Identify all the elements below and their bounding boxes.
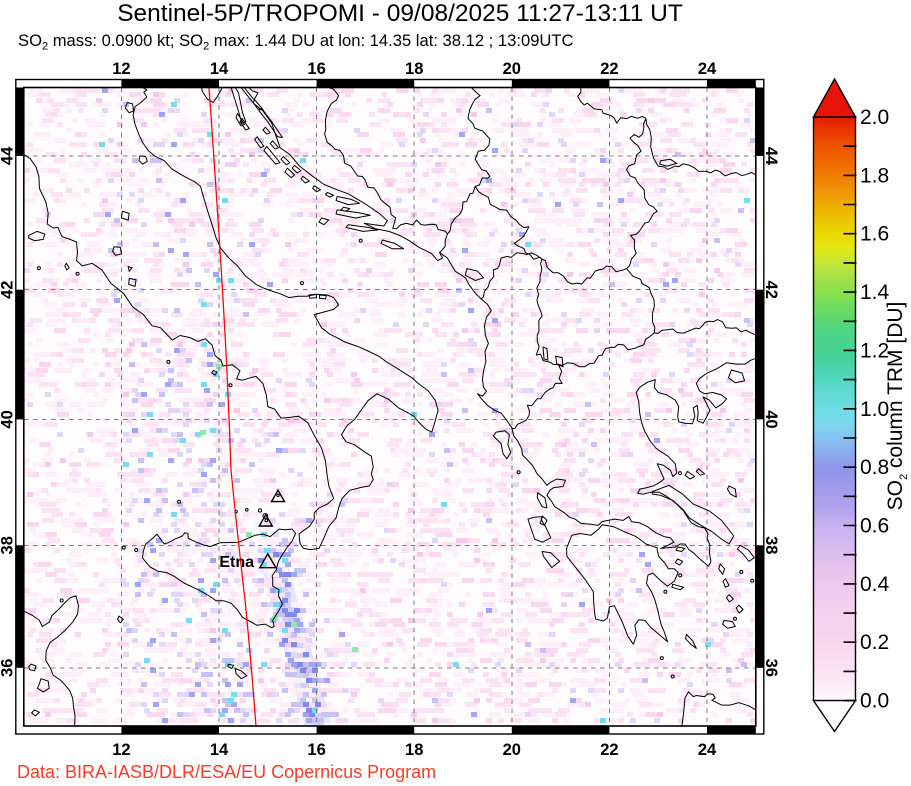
svg-text:40: 40 [762, 410, 780, 428]
svg-text:1.0: 1.0 [860, 398, 889, 421]
svg-text:1.2: 1.2 [860, 339, 889, 362]
svg-text:22: 22 [600, 741, 618, 759]
svg-text:Sentinel-5P/TROPOMI - 09/08/20: Sentinel-5P/TROPOMI - 09/08/2025 11:27-1… [117, 0, 683, 27]
svg-text:0.6: 0.6 [860, 515, 889, 538]
svg-text:22: 22 [600, 60, 618, 78]
svg-text:16: 16 [307, 60, 325, 78]
svg-text:36: 36 [762, 659, 780, 677]
svg-text:18: 18 [405, 60, 423, 78]
svg-text:0.0: 0.0 [860, 690, 889, 713]
svg-text:SO2 mass: 0.0900 kt; SO2 max:: SO2 mass: 0.0900 kt; SO2 max: 1.44 DU at… [18, 31, 574, 53]
svg-text:36: 36 [0, 659, 17, 677]
svg-text:38: 38 [0, 536, 17, 554]
svg-text:38: 38 [762, 536, 780, 554]
svg-text:20: 20 [503, 60, 521, 78]
svg-text:12: 12 [112, 60, 130, 78]
svg-text:0.2: 0.2 [860, 631, 889, 654]
svg-text:16: 16 [307, 741, 325, 759]
svg-text:40: 40 [0, 410, 17, 428]
svg-text:42: 42 [762, 281, 780, 299]
svg-text:24: 24 [698, 741, 717, 759]
svg-text:44: 44 [0, 146, 17, 165]
svg-text:1.6: 1.6 [860, 223, 889, 246]
svg-text:1.4: 1.4 [860, 281, 890, 304]
svg-text:0.8: 0.8 [860, 456, 889, 479]
svg-text:14: 14 [210, 60, 229, 78]
svg-text:0.4: 0.4 [860, 573, 890, 596]
svg-text:20: 20 [503, 741, 521, 759]
svg-text:1.8: 1.8 [860, 164, 889, 187]
svg-text:12: 12 [112, 741, 130, 759]
svg-text:24: 24 [698, 60, 717, 78]
svg-text:42: 42 [0, 281, 17, 299]
svg-text:Etna: Etna [219, 554, 254, 571]
svg-text:Data: BIRA-IASB/DLR/ESA/EU Cop: Data: BIRA-IASB/DLR/ESA/EU Copernicus Pr… [17, 762, 436, 782]
svg-text:2.0: 2.0 [860, 106, 889, 129]
svg-text:18: 18 [405, 741, 423, 759]
svg-text:44: 44 [762, 147, 780, 166]
svg-text:14: 14 [210, 741, 229, 759]
